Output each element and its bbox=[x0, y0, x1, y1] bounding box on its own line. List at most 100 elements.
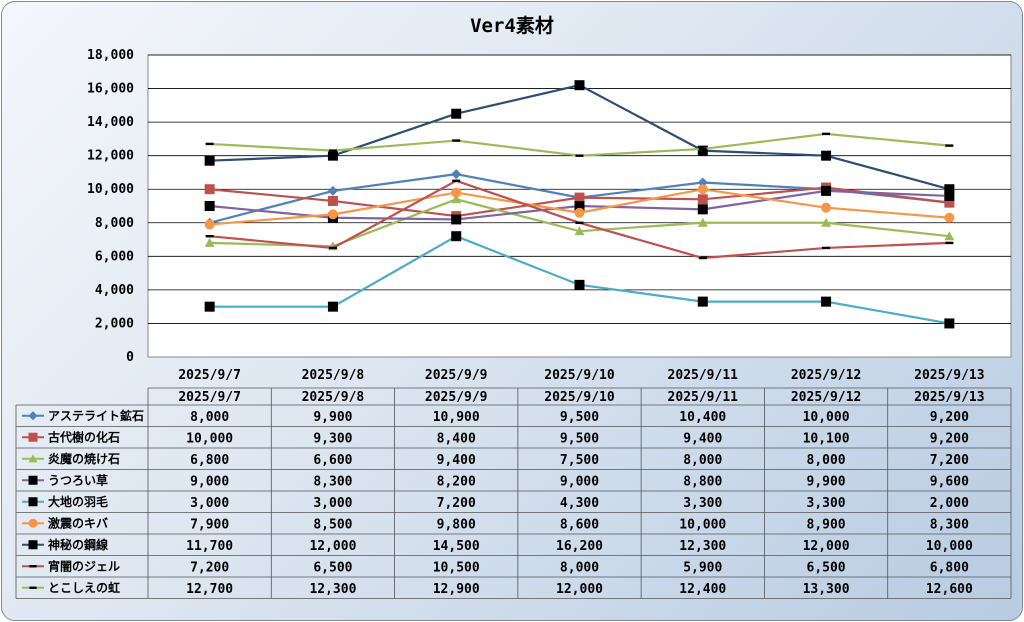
data-label: 9,200 bbox=[930, 431, 969, 446]
data-label: 8,000 bbox=[683, 453, 722, 468]
table-row: 激震のキバ 7,900 8,500 9,800 8,600 10,000 8,900 8,30… bbox=[22, 515, 969, 532]
legend-key-marker bbox=[29, 586, 37, 589]
data-label: 3,000 bbox=[313, 496, 352, 511]
data-label: 9,800 bbox=[437, 517, 476, 532]
y-tick-label: 10,000 bbox=[87, 182, 134, 197]
data-point bbox=[698, 147, 707, 151]
series-name: 宵闇のジェル bbox=[48, 558, 120, 573]
data-point bbox=[944, 184, 955, 195]
data-point bbox=[822, 132, 831, 136]
data-point bbox=[204, 201, 215, 211]
x-tick-label: 2025/9/12 bbox=[791, 368, 861, 383]
data-point bbox=[697, 204, 708, 215]
table-row: 宵闇のジェル 7,200 6,500 10,500 8,000 5,900 6,500 6,8… bbox=[22, 558, 969, 575]
table-header-cell: 2025/9/10 bbox=[544, 390, 615, 405]
data-point bbox=[204, 184, 215, 195]
data-point bbox=[575, 154, 584, 157]
data-point bbox=[574, 192, 585, 203]
data-point bbox=[452, 139, 461, 142]
data-label: 3,300 bbox=[683, 496, 722, 511]
data-point bbox=[574, 207, 585, 218]
data-label: 7,900 bbox=[190, 517, 229, 532]
data-point bbox=[451, 214, 462, 225]
series-name: とこしえの虹 bbox=[48, 580, 120, 595]
data-label: 7,200 bbox=[190, 560, 229, 575]
data-point bbox=[944, 197, 955, 208]
y-tick-label: 12,000 bbox=[87, 149, 134, 164]
data-point bbox=[945, 241, 954, 245]
data-label: 9,000 bbox=[560, 474, 599, 489]
table-header-cell: 2025/9/11 bbox=[668, 390, 739, 405]
y-tick-label: 8,000 bbox=[95, 216, 134, 231]
y-tick-label: 2,000 bbox=[95, 316, 134, 331]
data-label: 10,100 bbox=[803, 431, 850, 446]
data-point bbox=[944, 190, 955, 201]
table-row: 大地の羽毛 3,000 3,000 7,200 4,300 3,300 3,300 2,000 bbox=[22, 494, 969, 511]
data-point bbox=[451, 108, 462, 119]
data-point bbox=[698, 256, 707, 260]
data-label: 12,000 bbox=[803, 539, 850, 554]
data-label: 12,000 bbox=[309, 539, 356, 554]
table-row: 神秘の鋼線 11,700 12,000 14,500 16,200 12,300 12,00… bbox=[22, 537, 973, 554]
data-label: 7,200 bbox=[437, 496, 476, 511]
data-label: 8,000 bbox=[560, 560, 599, 575]
data-point bbox=[328, 246, 337, 250]
legend-key-marker bbox=[28, 518, 38, 528]
table-header-cell: 2025/9/9 bbox=[425, 390, 488, 405]
series-8 bbox=[205, 179, 954, 260]
table-row: とこしえの虹 12,700 12,300 12,900 12,000 12,400 13,3… bbox=[22, 580, 973, 597]
data-label: 9,500 bbox=[560, 431, 599, 446]
data-label: 3,300 bbox=[807, 496, 846, 511]
data-label: 6,500 bbox=[313, 560, 352, 575]
data-label: 12,300 bbox=[309, 582, 356, 597]
data-label: 6,500 bbox=[807, 560, 846, 575]
legend-key-marker bbox=[28, 540, 38, 550]
x-tick-label: 2025/9/8 bbox=[302, 368, 365, 383]
data-point bbox=[697, 184, 708, 195]
data-label: 14,500 bbox=[433, 539, 480, 554]
data-label: 9,000 bbox=[190, 474, 229, 489]
data-point bbox=[574, 279, 585, 290]
data-label: 9,600 bbox=[930, 474, 969, 489]
data-label: 8,900 bbox=[807, 517, 846, 532]
data-point bbox=[451, 194, 462, 204]
data-point bbox=[327, 185, 338, 196]
data-label: 8,800 bbox=[683, 474, 722, 489]
data-point bbox=[821, 185, 832, 196]
table-header-cell: 2025/9/12 bbox=[791, 390, 861, 405]
data-point bbox=[821, 150, 832, 161]
x-tick-label: 2025/9/11 bbox=[668, 368, 739, 383]
data-label: 11,700 bbox=[186, 539, 233, 554]
data-label: 10,000 bbox=[679, 517, 726, 532]
data-label: 10,900 bbox=[433, 410, 480, 425]
data-point bbox=[944, 212, 955, 223]
data-point bbox=[945, 144, 954, 147]
table-row: アステライト鉱石 8,000 9,900 10,900 9,500 10,400 10,00… bbox=[22, 408, 969, 425]
data-point bbox=[204, 301, 215, 312]
y-tick-label: 16,000 bbox=[87, 82, 134, 97]
data-point bbox=[821, 202, 832, 213]
data-label: 12,400 bbox=[679, 582, 726, 597]
data-label: 13,300 bbox=[803, 582, 850, 597]
data-point bbox=[327, 209, 338, 220]
y-tick-label: 0 bbox=[126, 350, 134, 365]
data-label: 9,900 bbox=[807, 474, 846, 489]
data-point bbox=[697, 145, 708, 156]
data-label: 9,300 bbox=[313, 431, 352, 446]
data-point bbox=[574, 226, 585, 236]
legend-key-marker bbox=[28, 454, 38, 463]
y-tick-label: 14,000 bbox=[87, 115, 134, 130]
series-name: 大地の羽毛 bbox=[48, 494, 108, 509]
data-point bbox=[944, 318, 955, 329]
data-point bbox=[327, 195, 338, 206]
data-label: 9,500 bbox=[560, 410, 599, 425]
data-label: 12,600 bbox=[926, 582, 973, 597]
data-label: 7,500 bbox=[560, 453, 599, 468]
data-point bbox=[327, 301, 338, 312]
data-label: 12,900 bbox=[433, 582, 480, 597]
data-label: 10,500 bbox=[433, 560, 480, 575]
data-point bbox=[204, 219, 215, 230]
data-point bbox=[205, 142, 214, 146]
